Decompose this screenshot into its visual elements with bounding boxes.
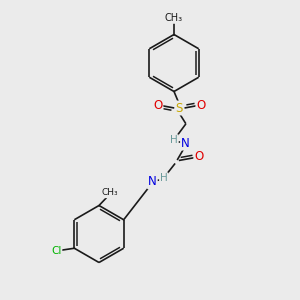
Text: S: S <box>176 101 183 115</box>
Text: CH₃: CH₃ <box>165 13 183 23</box>
Text: H: H <box>170 135 178 145</box>
Text: CH₃: CH₃ <box>101 188 118 197</box>
Text: O: O <box>194 150 203 163</box>
Text: N: N <box>148 175 157 188</box>
Text: O: O <box>196 99 206 112</box>
Text: Cl: Cl <box>51 246 62 256</box>
Text: H: H <box>160 173 168 183</box>
Text: O: O <box>153 99 162 112</box>
Text: N: N <box>181 136 190 150</box>
